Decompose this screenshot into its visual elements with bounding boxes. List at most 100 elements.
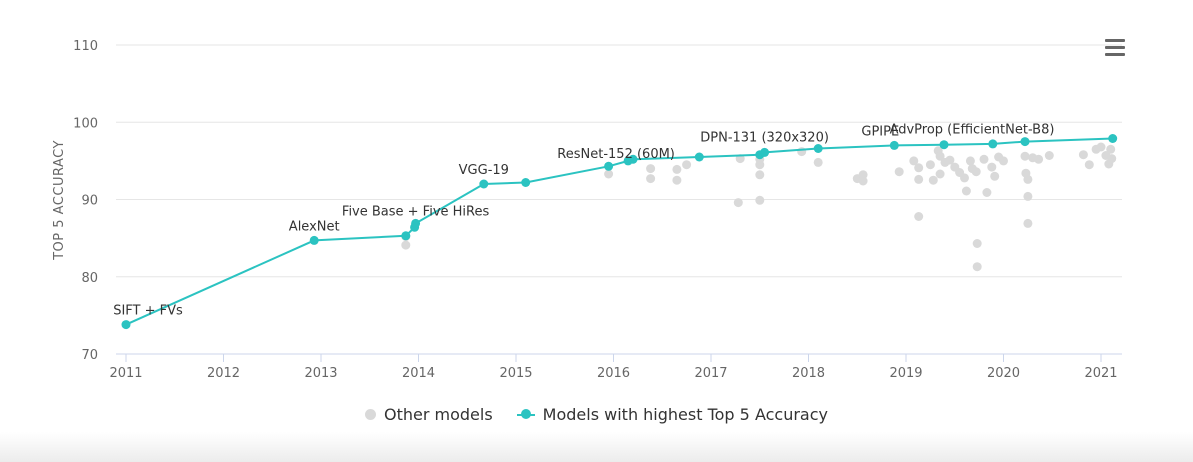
x-tick-label: 2015 <box>499 366 532 381</box>
other-model-point <box>1044 151 1054 160</box>
other-model-point <box>945 155 955 165</box>
other-model-point <box>935 151 945 161</box>
other-model-point <box>999 156 1008 166</box>
other-model-point <box>858 176 868 186</box>
sota-series <box>121 134 1118 330</box>
grid-lines <box>116 44 1122 278</box>
other-model-point <box>971 167 981 177</box>
other-model-point <box>965 156 975 166</box>
y-tick-label: 80 <box>81 271 98 286</box>
model-annotation: VGG-19 <box>459 163 509 178</box>
other-model-point <box>914 174 924 184</box>
other-model-point <box>646 174 656 184</box>
x-tick-label: 2014 <box>402 366 435 381</box>
other-model-point <box>1078 150 1088 160</box>
x-tick-label: 2016 <box>597 366 630 381</box>
sota-point <box>401 231 411 241</box>
y-tick-label: 100 <box>73 116 98 131</box>
other-model-point <box>1023 174 1033 184</box>
other-model-point <box>682 160 692 170</box>
model-annotation: Five Base + Five HiRes <box>342 204 490 219</box>
sota-point <box>889 140 899 150</box>
other-model-point <box>928 175 938 185</box>
x-tick-label: 2012 <box>207 366 240 381</box>
y-tick-label: 90 <box>81 194 98 209</box>
sota-point <box>694 152 704 162</box>
other-model-point <box>960 173 969 183</box>
other-model-point <box>925 160 935 170</box>
other-model-point <box>604 169 614 179</box>
sota-point <box>988 139 998 149</box>
other-model-point <box>755 195 765 205</box>
other-model-point <box>1084 160 1094 170</box>
sota-point <box>121 320 131 330</box>
sota-point <box>813 144 823 153</box>
sota-point <box>939 140 949 150</box>
other-model-point <box>972 262 982 272</box>
other-model-point <box>1096 142 1106 152</box>
model-annotation: SIFT + FVs <box>113 304 183 319</box>
x-tick-label: 2017 <box>694 366 727 381</box>
sota-point <box>604 161 614 171</box>
other-model-point <box>961 186 971 196</box>
other-model-point <box>972 239 982 248</box>
model-annotation: AdvProp (EfficientNet-B8) <box>890 123 1055 138</box>
hamburger-menu-icon <box>1105 39 1125 42</box>
other-model-point <box>1106 144 1116 154</box>
legend-item-other-models[interactable]: Other models <box>365 405 493 424</box>
other-model-point <box>1023 191 1033 201</box>
sota-point <box>628 154 638 164</box>
other-model-point <box>755 170 765 180</box>
legend-label-sota-models: Models with highest Top 5 Accuracy <box>542 404 828 424</box>
sota-point <box>309 235 319 245</box>
chart-menu-button[interactable] <box>1103 38 1127 58</box>
legend-marker-other-models <box>365 408 376 420</box>
model-annotation: DPN-131 (320x320) <box>700 130 829 145</box>
other-model-point <box>1034 154 1044 164</box>
other-models-series <box>401 142 1117 272</box>
other-model-point <box>858 170 868 180</box>
x-tick-label: 2019 <box>889 366 922 381</box>
other-model-point <box>914 212 924 221</box>
x-axis-tick-labels: 2011 2012 2013 2014 2015 2016 2017 2018 2019 2020… <box>109 366 1117 381</box>
other-model-point <box>987 162 997 172</box>
other-model-point <box>909 156 919 166</box>
y-axis-title: TOP 5 ACCURACY <box>52 140 67 261</box>
x-axis <box>116 353 1122 362</box>
legend: Other models Models with highest Top 5 A… <box>0 402 1193 426</box>
legend-item-sota-models[interactable]: Models with highest Top 5 Accuracy <box>516 404 828 424</box>
x-tick-label: 2021 <box>1084 366 1117 381</box>
x-tick-label: 2013 <box>304 366 337 381</box>
other-model-point <box>1107 154 1117 164</box>
other-model-point <box>1023 218 1033 228</box>
other-model-point <box>797 147 807 157</box>
y-tick-label: 70 <box>81 348 98 363</box>
sota-point <box>760 147 770 157</box>
legend-label-other-models: Other models <box>384 404 493 424</box>
other-model-point <box>672 164 682 174</box>
other-model-point <box>1020 151 1030 161</box>
model-annotation: GPIPE <box>861 124 899 139</box>
x-tick-label: 2018 <box>792 366 825 381</box>
other-model-point <box>982 188 992 197</box>
other-model-point <box>813 157 823 167</box>
y-axis-tick-labels: 70 80 90 100 110 <box>73 39 98 363</box>
model-annotation: AlexNet <box>289 219 340 234</box>
other-model-point <box>894 167 904 177</box>
other-model-point <box>672 175 682 185</box>
sota-point <box>1020 137 1030 147</box>
sota-line <box>125 137 1113 326</box>
sota-point <box>411 218 421 228</box>
other-model-point <box>990 171 1000 181</box>
sota-point <box>479 179 489 189</box>
sota-point <box>1108 134 1118 143</box>
legend-marker-sota-models <box>516 408 535 420</box>
page-bottom-shade <box>0 432 1193 462</box>
other-model-point <box>401 240 411 250</box>
sota-point <box>521 178 531 187</box>
model-annotation: ResNet-152 (60M) <box>557 147 675 162</box>
other-model-point <box>646 164 656 174</box>
other-model-point <box>733 198 743 208</box>
